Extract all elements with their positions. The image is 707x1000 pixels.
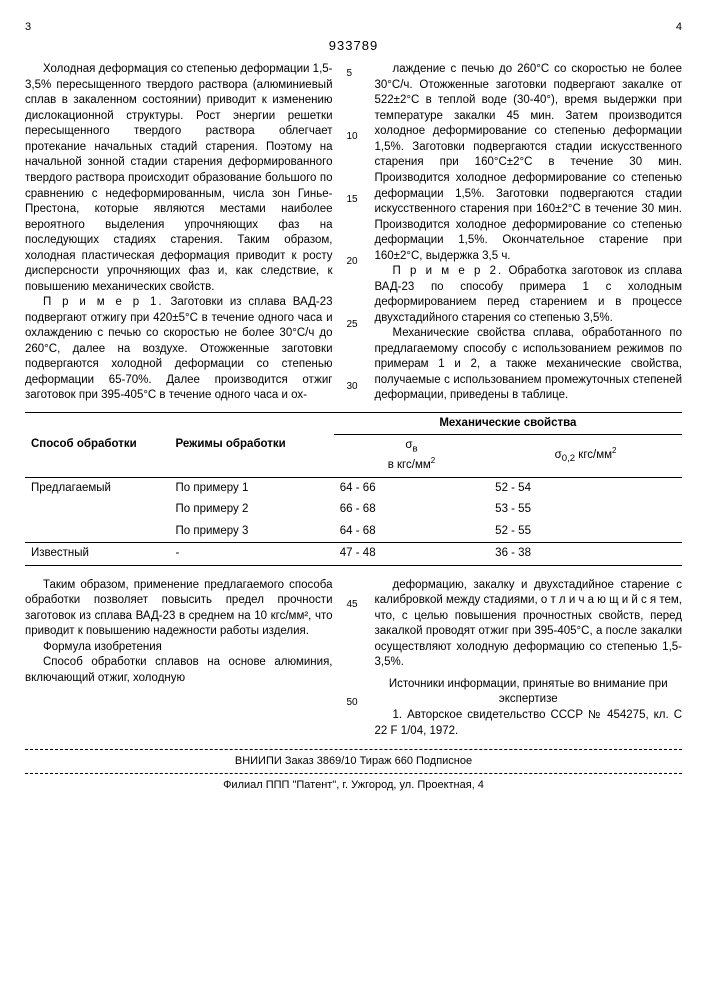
table-cell: Известный [25, 543, 170, 566]
line-numbers-top: 5 10 15 20 25 30 [347, 62, 361, 403]
line-marker: 50 [347, 696, 361, 710]
table-cell: По примеру 2 [170, 499, 334, 521]
table-row: Предлагаемый По примеру 1 64 - 66 52 - 5… [25, 477, 682, 499]
example-1: П р и м е р 1. Заготовки из сплава ВАД-2… [25, 295, 333, 404]
line-marker: 30 [347, 380, 361, 394]
line-marker: 45 [347, 598, 361, 612]
formula-title: Формула изобретения [25, 640, 333, 656]
bottom-columns: Таким образом, применение предлагаемого … [25, 578, 682, 739]
line-marker: 20 [347, 255, 361, 269]
paragraph: деформацию, закалку и двухстадийное стар… [375, 578, 683, 671]
document-number: 933789 [25, 37, 682, 55]
table-cell: По примеру 3 [170, 521, 334, 543]
footer-line-2: Филиал ППП "Патент", г. Ужгород, ул. Про… [25, 774, 682, 797]
table-subheader: σ0,2 кгс/мм2 [489, 435, 682, 478]
line-numbers-bottom: 45 50 [347, 578, 361, 739]
left-column-top: Холодная деформация со степенью деформац… [25, 62, 333, 403]
example-1-label: П р и м е р 1. [43, 296, 164, 308]
table-cell: 66 - 68 [334, 499, 489, 521]
table-cell: 52 - 55 [489, 521, 682, 543]
example-2-label: П р и м е р 2. [393, 265, 504, 277]
table-cell: 52 - 54 [489, 477, 682, 499]
table-subheader: σвв кгс/мм2 [334, 435, 489, 478]
page-right: 4 [676, 20, 682, 35]
line-marker: 25 [347, 318, 361, 332]
table-header-group: Механические свойства [334, 412, 682, 435]
table-cell: По примеру 1 [170, 477, 334, 499]
line-marker: 15 [347, 193, 361, 207]
right-column-bottom: деформацию, закалку и двухстадийное стар… [375, 578, 683, 739]
right-column-top: лаждение с печью до 260°С со скоростью н… [375, 62, 683, 403]
properties-table: Способ обработки Режимы обработки Механи… [25, 412, 682, 566]
line-marker: 5 [347, 67, 361, 81]
source-item: 1. Авторское свидетельство СССР № 454275… [375, 708, 683, 739]
example-2: П р и м е р 2. Обработка заготовок из сп… [375, 264, 683, 326]
table-cell: - [170, 543, 334, 566]
table-header: Режимы обработки [170, 412, 334, 477]
top-columns: Холодная деформация со степенью деформац… [25, 62, 682, 403]
table-row: Известный - 47 - 48 36 - 38 [25, 543, 682, 566]
table-header: Способ обработки [25, 412, 170, 477]
page-numbers: 3 4 [25, 20, 682, 35]
table-row: По примеру 2 66 - 68 53 - 55 [25, 499, 682, 521]
table-cell [25, 521, 170, 543]
example-1-text: Заготовки из сплава ВАД-23 подвергают от… [25, 296, 333, 401]
line-marker: 10 [347, 130, 361, 144]
left-column-bottom: Таким образом, применение предлагаемого … [25, 578, 333, 739]
footer-line-1: ВНИИПИ Заказ 3869/10 Тираж 660 Подписное [25, 749, 682, 774]
table-cell: 64 - 66 [334, 477, 489, 499]
table-row: По примеру 3 64 - 68 52 - 55 [25, 521, 682, 543]
formula-text: Способ обработки сплавов на основе алюми… [25, 655, 333, 686]
sources-title: Источники информации, принятые во вниман… [375, 677, 683, 708]
paragraph: Таким образом, применение предлагаемого … [25, 578, 333, 640]
table-cell: Предлагаемый [25, 477, 170, 499]
table-cell [25, 499, 170, 521]
paragraph: Механические свойства сплава, обработанн… [375, 326, 683, 404]
table-cell: 36 - 38 [489, 543, 682, 566]
table-cell: 53 - 55 [489, 499, 682, 521]
paragraph: лаждение с печью до 260°С со скоростью н… [375, 62, 683, 264]
table-cell: 47 - 48 [334, 543, 489, 566]
page-left: 3 [25, 20, 31, 35]
table-cell: 64 - 68 [334, 521, 489, 543]
paragraph: Холодная деформация со степенью деформац… [25, 62, 333, 295]
